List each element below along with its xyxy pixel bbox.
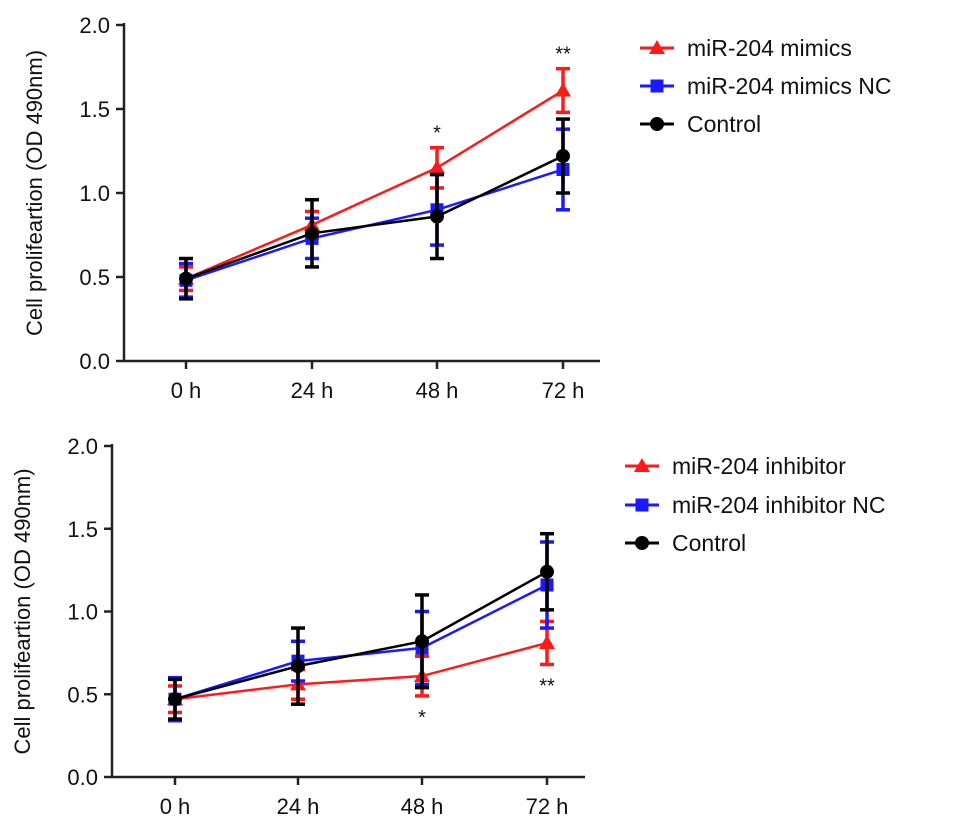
y-tick-label: 0.0 xyxy=(79,349,110,374)
series-line xyxy=(174,641,548,701)
y-tick-label: 2.0 xyxy=(67,434,98,459)
data-point xyxy=(555,82,571,97)
y-tick-label: 2.0 xyxy=(79,13,110,38)
data-point xyxy=(291,659,305,674)
significance-marker: * xyxy=(433,123,441,145)
legend-label: Control xyxy=(672,530,746,556)
y-tick-label: 1.0 xyxy=(67,600,98,625)
y-tick-label: 1.5 xyxy=(79,97,110,122)
y-tick-label: 0.5 xyxy=(67,682,98,707)
data-point xyxy=(556,149,570,164)
series-line xyxy=(185,89,564,280)
legend-label: miR-204 mimics xyxy=(687,35,852,61)
series-control: Control xyxy=(179,111,761,301)
y-tick-label: 1.5 xyxy=(67,517,98,542)
legend-marker xyxy=(650,117,664,131)
legend-label: miR-204 inhibitor xyxy=(672,453,846,479)
x-tick-label: 72 h xyxy=(542,378,585,403)
data-point xyxy=(430,209,444,224)
chart-panel-1: 0.0 0.5 1.0 1.5 2.0 0 h 24 h 48 h 72 h Cell proli… xyxy=(22,13,891,403)
data-point xyxy=(305,226,319,241)
legend-marker xyxy=(635,536,649,550)
x-tick-label: 48 h xyxy=(416,378,459,403)
y-tick-label: 0.0 xyxy=(67,765,98,790)
legend-label: miR-204 mimics NC xyxy=(687,73,891,99)
series-line xyxy=(174,570,548,701)
legend-label: miR-204 inhibitor NC xyxy=(672,492,885,518)
legend-label: Control xyxy=(687,111,761,137)
x-tick-label: 0 h xyxy=(160,794,191,819)
x-tick-label: 48 h xyxy=(401,794,444,819)
x-tick-label: 0 h xyxy=(171,378,202,403)
legend-marker xyxy=(650,79,664,93)
legend-marker xyxy=(634,458,650,472)
y-axis-label: Cell prolifeartion (OD 490nm) xyxy=(22,50,47,336)
legend-marker xyxy=(635,498,649,512)
x-tick-label: 24 h xyxy=(291,378,334,403)
y-axis-label: Cell prolifeartion (OD 490nm) xyxy=(10,468,35,754)
significance-marker: ** xyxy=(539,675,555,697)
series-control: Control xyxy=(168,530,746,721)
data-point xyxy=(415,634,429,649)
data-point xyxy=(179,271,193,286)
y-tick-label: 1.0 xyxy=(79,181,110,206)
significance-marker: ** xyxy=(555,44,571,66)
data-point xyxy=(539,634,555,649)
legend-marker xyxy=(649,40,665,54)
data-point xyxy=(540,564,554,579)
data-point xyxy=(168,692,182,707)
series-line xyxy=(185,154,564,280)
chart-panel-2: 0.0 0.5 1.0 1.5 2.0 0 h 24 h 48 h 72 h Cell proli… xyxy=(10,434,885,819)
series-mir-204-inhibitor: miR-204 inhibitor xyxy=(167,453,846,715)
y-tick-label: 0.5 xyxy=(79,265,110,290)
x-tick-label: 72 h xyxy=(526,794,569,819)
data-point xyxy=(429,159,445,174)
x-tick-label: 24 h xyxy=(277,794,320,819)
significance-marker: * xyxy=(418,707,426,729)
